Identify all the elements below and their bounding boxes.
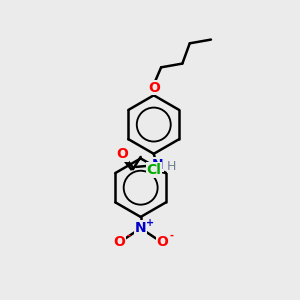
Text: O: O: [113, 235, 125, 249]
Text: N: N: [152, 158, 164, 172]
Text: Cl: Cl: [146, 163, 161, 177]
Text: N: N: [135, 221, 146, 235]
Text: -: -: [126, 230, 130, 240]
Text: H: H: [167, 160, 176, 172]
Text: O: O: [116, 147, 128, 161]
Text: +: +: [146, 218, 154, 228]
Text: -: -: [169, 230, 173, 240]
Text: O: O: [156, 235, 168, 249]
Text: O: O: [148, 81, 160, 94]
